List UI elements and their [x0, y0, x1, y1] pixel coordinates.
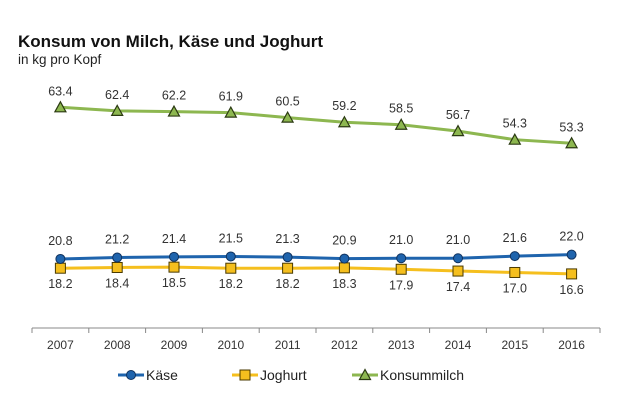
data-point-kaese — [282, 252, 293, 263]
data-label-kaese: 21.4 — [162, 232, 186, 246]
data-point-joghurt — [338, 262, 350, 274]
data-point-joghurt — [395, 263, 407, 275]
legend-label-konsummilch: Konsummilch — [380, 367, 464, 383]
data-point-joghurt — [509, 266, 521, 278]
data-point-konsummilch — [508, 132, 522, 145]
data-point-joghurt — [111, 261, 123, 273]
data-label-konsummilch: 53.3 — [559, 120, 583, 134]
data-label-joghurt: 16.6 — [559, 283, 583, 297]
data-label-joghurt: 17.0 — [503, 281, 527, 295]
data-point-joghurt — [168, 261, 180, 273]
data-point-kaese — [396, 253, 407, 264]
data-label-kaese: 20.8 — [48, 234, 72, 248]
data-point-konsummilch — [53, 100, 67, 113]
x-tick-label: 2008 — [104, 338, 131, 352]
data-point-kaese — [225, 251, 236, 262]
x-tick-label: 2014 — [445, 338, 472, 352]
data-label-kaese: 21.3 — [275, 232, 299, 246]
data-point-konsummilch — [394, 117, 408, 130]
data-point-konsummilch — [167, 104, 181, 117]
data-label-kaese: 21.6 — [503, 231, 527, 245]
data-label-konsummilch: 56.7 — [446, 108, 470, 122]
x-tick-label: 2010 — [217, 338, 244, 352]
x-tick-label: 2011 — [275, 338, 301, 352]
data-label-joghurt: 18.2 — [48, 277, 72, 291]
data-label-joghurt: 18.2 — [275, 277, 299, 291]
legend-marker-joghurt — [239, 369, 251, 381]
data-point-joghurt — [282, 262, 294, 274]
data-label-konsummilch: 63.4 — [48, 84, 72, 98]
legend-marker-kaese — [126, 370, 136, 380]
data-point-konsummilch — [110, 104, 124, 116]
data-label-joghurt: 17.9 — [389, 278, 413, 292]
legend-label-kaese: Käse — [146, 367, 178, 383]
x-tick-label: 2007 — [47, 338, 74, 352]
data-label-konsummilch: 62.4 — [105, 88, 129, 102]
series-line-konsummilch — [60, 105, 572, 145]
data-label-kaese: 21.0 — [446, 233, 470, 247]
data-point-kaese — [339, 253, 350, 264]
legend-marker-konsummilch — [358, 368, 372, 381]
data-label-kaese: 20.9 — [332, 234, 356, 248]
data-label-kaese: 22.0 — [559, 230, 583, 244]
data-label-kaese: 21.0 — [389, 233, 413, 247]
data-label-joghurt: 18.4 — [105, 276, 129, 290]
legend-label-joghurt: Joghurt — [260, 367, 307, 383]
data-point-kaese — [509, 251, 520, 262]
data-point-konsummilch — [565, 136, 579, 149]
data-label-konsummilch: 59.2 — [332, 99, 356, 113]
data-label-joghurt: 18.5 — [162, 276, 186, 290]
data-label-konsummilch: 60.5 — [275, 95, 299, 109]
data-point-joghurt — [54, 262, 66, 274]
data-label-kaese: 21.2 — [105, 233, 129, 247]
series-line-joghurt — [60, 265, 572, 276]
data-point-kaese — [169, 251, 179, 262]
data-point-kaese — [55, 253, 66, 264]
x-tick-label: 2009 — [161, 338, 188, 352]
data-label-joghurt: 18.2 — [219, 277, 243, 291]
chart-title: Konsum von Milch, Käse und Joghurt — [18, 32, 324, 51]
data-label-kaese: 21.5 — [219, 231, 243, 245]
data-point-kaese — [112, 252, 123, 263]
data-point-joghurt — [566, 268, 578, 280]
data-point-konsummilch — [337, 115, 351, 128]
data-label-konsummilch: 61.9 — [219, 90, 243, 104]
data-point-konsummilch — [224, 105, 238, 118]
x-tick-label: 2015 — [501, 338, 528, 352]
series-line-kaese — [60, 253, 572, 261]
data-label-joghurt: 18.3 — [332, 277, 356, 291]
data-point-konsummilch — [451, 124, 465, 137]
data-point-joghurt — [225, 262, 237, 274]
chart-subtitle: in kg pro Kopf — [18, 52, 102, 67]
data-point-kaese — [453, 253, 463, 264]
data-point-joghurt — [452, 265, 464, 277]
data-label-konsummilch: 62.2 — [162, 89, 186, 103]
x-tick-label: 2012 — [331, 338, 358, 352]
data-label-konsummilch: 58.5 — [389, 102, 413, 116]
data-label-konsummilch: 54.3 — [503, 117, 527, 131]
data-label-joghurt: 17.4 — [446, 280, 470, 294]
data-point-konsummilch — [281, 110, 295, 123]
data-point-kaese — [566, 249, 577, 260]
x-tick-label: 2016 — [558, 338, 585, 352]
x-tick-label: 2013 — [388, 338, 415, 352]
